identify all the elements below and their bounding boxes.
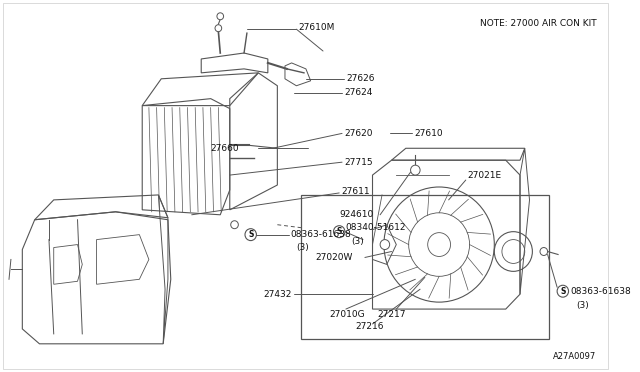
Circle shape — [540, 247, 548, 256]
Text: A27A0097: A27A0097 — [553, 352, 596, 361]
Circle shape — [380, 240, 390, 250]
Circle shape — [333, 226, 345, 238]
Text: 08363-61638: 08363-61638 — [570, 287, 631, 296]
Bar — [301, 195, 548, 339]
Text: 27020W: 27020W — [316, 253, 353, 262]
Text: (3): (3) — [576, 301, 589, 310]
Circle shape — [217, 13, 223, 20]
Text: (3): (3) — [351, 237, 364, 246]
Text: 27624: 27624 — [344, 88, 372, 97]
Text: 27010G: 27010G — [330, 310, 365, 318]
Text: 27611: 27611 — [341, 187, 370, 196]
Text: 27021E: 27021E — [468, 171, 502, 180]
Text: 08340-51612: 08340-51612 — [346, 223, 406, 232]
Text: 27610M: 27610M — [298, 23, 335, 32]
Text: 27610: 27610 — [414, 129, 443, 138]
Circle shape — [245, 229, 257, 241]
Text: 27620: 27620 — [344, 129, 372, 138]
Text: 27660: 27660 — [211, 144, 239, 153]
Circle shape — [231, 221, 238, 229]
Circle shape — [411, 165, 420, 175]
Circle shape — [215, 25, 221, 32]
Text: S: S — [560, 287, 566, 296]
Text: 27626: 27626 — [346, 74, 374, 83]
Text: (3): (3) — [296, 243, 309, 252]
Text: 27216: 27216 — [355, 323, 384, 331]
Text: 27432: 27432 — [263, 290, 292, 299]
Circle shape — [557, 285, 568, 297]
Text: 08363-61638: 08363-61638 — [291, 230, 351, 239]
Text: 27217: 27217 — [377, 310, 406, 318]
Text: S: S — [337, 227, 342, 236]
Text: S: S — [248, 230, 253, 239]
Text: NOTE: 27000 AIR CON KIT: NOTE: 27000 AIR CON KIT — [479, 19, 596, 28]
Text: 27715: 27715 — [344, 158, 372, 167]
Text: 924610: 924610 — [339, 210, 374, 219]
